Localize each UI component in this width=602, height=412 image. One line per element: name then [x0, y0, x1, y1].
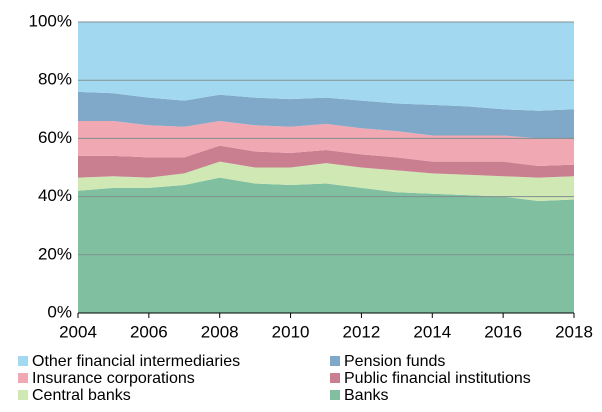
legend-swatch	[18, 373, 28, 383]
x-tick-label: 2010	[272, 322, 310, 341]
area	[78, 177, 574, 313]
x-tick-label: 2006	[130, 322, 168, 341]
y-tick-label: 100%	[29, 11, 72, 30]
x-tick-label: 2012	[343, 322, 381, 341]
x-tick-label: 2018	[555, 322, 593, 341]
legend-label: Insurance corporations	[32, 370, 195, 387]
area	[78, 161, 574, 201]
y-tick-label: 0%	[47, 302, 72, 321]
legend-swatch	[330, 356, 340, 366]
legend: Other financial intermediaries Pension fu…	[18, 353, 531, 404]
area	[78, 22, 574, 111]
x-tick-label: 2014	[413, 322, 451, 341]
y-tick-label: 80%	[38, 70, 72, 89]
x-tick-label: 2004	[59, 322, 97, 341]
legend-swatch	[330, 390, 340, 400]
area	[78, 145, 574, 178]
legend-label: Other financial intermediaries	[32, 353, 240, 370]
legend-label: Banks	[344, 387, 388, 404]
y-tick-label: 40%	[38, 186, 72, 205]
legend-swatch	[330, 373, 340, 383]
legend-swatch	[18, 356, 28, 366]
x-tick-label: 2008	[201, 322, 239, 341]
x-tick-label: 2016	[484, 322, 522, 341]
area	[78, 91, 574, 139]
legend-label: Public financial institutions	[344, 370, 531, 387]
legend-swatch	[18, 390, 28, 400]
legend-label: Central banks	[32, 387, 131, 404]
y-tick-label: 60%	[38, 128, 72, 147]
legend-label: Pension funds	[344, 353, 445, 370]
y-tick-label: 20%	[38, 244, 72, 263]
area	[78, 120, 574, 167]
